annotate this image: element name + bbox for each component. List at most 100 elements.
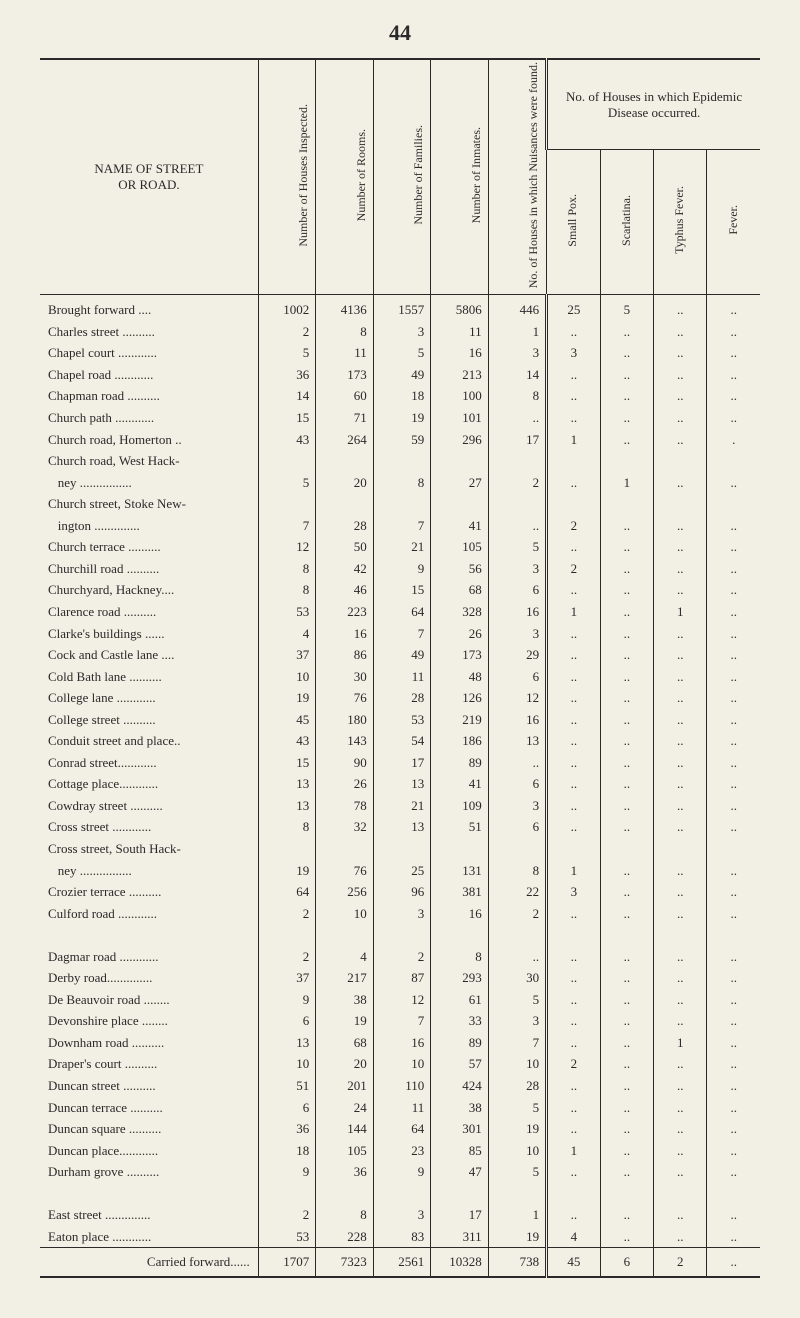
street-name-cell: Clarence road .......... xyxy=(40,601,258,623)
data-cell: 173 xyxy=(431,644,488,666)
totals-cell: 10328 xyxy=(431,1248,488,1278)
street-name-cell: Conduit street and place.. xyxy=(40,730,258,752)
data-cell: 10 xyxy=(258,1053,315,1075)
table-row: Churchyard, Hackney....84615686........ xyxy=(40,579,760,601)
data-cell: 105 xyxy=(316,1140,373,1162)
col-header-scarlatina: Scarlatina. xyxy=(600,150,653,295)
table-row: Conduit street and place..431435418613..… xyxy=(40,730,760,752)
table-row: Duncan street ..........5120111042428...… xyxy=(40,1075,760,1097)
data-cell: 14 xyxy=(258,385,315,407)
data-cell: .. xyxy=(547,1032,600,1054)
data-cell: .. xyxy=(600,558,653,580)
data-cell: .. xyxy=(707,1032,760,1054)
data-cell: .. xyxy=(654,881,707,903)
data-cell: .. xyxy=(707,795,760,817)
data-cell: 47 xyxy=(431,1161,488,1183)
data-cell xyxy=(600,838,653,860)
data-cell: 20 xyxy=(316,472,373,494)
data-cell: 54 xyxy=(373,730,430,752)
data-cell: 5 xyxy=(488,536,546,558)
table-row: Eaton place ............5322883311194...… xyxy=(40,1226,760,1248)
data-cell: .. xyxy=(547,967,600,989)
street-name-cell: Charles street .......... xyxy=(40,321,258,343)
data-cell: 13 xyxy=(373,773,430,795)
data-cell: 143 xyxy=(316,730,373,752)
data-cell: .. xyxy=(654,429,707,451)
data-cell: 8 xyxy=(258,558,315,580)
data-cell xyxy=(654,450,707,472)
col-header-families: Number of Families. xyxy=(373,59,430,295)
data-cell: 16 xyxy=(488,709,546,731)
data-cell: .. xyxy=(707,687,760,709)
data-cell: 24 xyxy=(316,1097,373,1119)
data-cell: 223 xyxy=(316,601,373,623)
data-cell: .. xyxy=(600,1032,653,1054)
data-cell: .. xyxy=(654,579,707,601)
data-cell: .. xyxy=(600,946,653,968)
data-cell: 5 xyxy=(373,342,430,364)
data-cell: .. xyxy=(707,967,760,989)
data-cell: .. xyxy=(547,903,600,925)
data-cell: .. xyxy=(654,1226,707,1248)
table-section-gap xyxy=(40,1183,760,1205)
data-cell: .. xyxy=(488,946,546,968)
data-cell: 49 xyxy=(373,644,430,666)
data-cell: .. xyxy=(600,881,653,903)
street-name-cell: College lane ............ xyxy=(40,687,258,709)
data-cell: 1 xyxy=(547,601,600,623)
data-cell: .. xyxy=(600,752,653,774)
data-cell: 16 xyxy=(431,342,488,364)
data-cell: 311 xyxy=(431,1226,488,1248)
street-name-cell: Duncan street .......... xyxy=(40,1075,258,1097)
data-cell: .. xyxy=(707,881,760,903)
data-cell: 4136 xyxy=(316,295,373,321)
street-name-cell: Cold Bath lane .......... xyxy=(40,666,258,688)
data-cell: 57 xyxy=(431,1053,488,1075)
street-name-cell: Culford road ............ xyxy=(40,903,258,925)
data-cell xyxy=(258,838,315,860)
data-cell: .. xyxy=(547,472,600,494)
data-cell: 8 xyxy=(258,816,315,838)
data-cell: 46 xyxy=(316,579,373,601)
data-cell: 43 xyxy=(258,429,315,451)
data-cell: 101 xyxy=(431,407,488,429)
col-header-rooms: Number of Rooms. xyxy=(316,59,373,295)
data-cell: .. xyxy=(547,1204,600,1226)
data-cell: 16 xyxy=(488,601,546,623)
data-cell: .. xyxy=(600,515,653,537)
street-name-cell: Church road, West Hack- xyxy=(40,450,258,472)
data-cell: 13 xyxy=(373,816,430,838)
data-cell: .. xyxy=(600,407,653,429)
data-cell xyxy=(707,450,760,472)
data-cell: 3 xyxy=(547,342,600,364)
table-row: Durham grove ..........9369475........ xyxy=(40,1161,760,1183)
data-cell: .. xyxy=(654,1118,707,1140)
data-cell: .. xyxy=(654,1053,707,1075)
data-cell xyxy=(316,838,373,860)
data-cell: 76 xyxy=(316,860,373,882)
data-cell: 219 xyxy=(431,709,488,731)
data-cell: 33 xyxy=(431,1010,488,1032)
table-totals-row: Carried forward......1707732325611032873… xyxy=(40,1248,760,1278)
col-header-smallpox: Small Pox. xyxy=(547,150,600,295)
data-cell: 51 xyxy=(258,1075,315,1097)
data-cell: .. xyxy=(547,773,600,795)
data-cell: .. xyxy=(654,407,707,429)
data-cell: 49 xyxy=(373,364,430,386)
data-cell: 11 xyxy=(316,342,373,364)
totals-cell: 738 xyxy=(488,1248,546,1278)
table-body: Brought forward ....10024136155758064462… xyxy=(40,295,760,1248)
street-name-cell: Duncan terrace .......... xyxy=(40,1097,258,1119)
data-cell: .. xyxy=(600,730,653,752)
data-cell: .. xyxy=(547,364,600,386)
data-cell: 29 xyxy=(488,644,546,666)
col-header-inmates: Number of Inmates. xyxy=(431,59,488,295)
data-cell: .. xyxy=(707,1075,760,1097)
data-cell: 10 xyxy=(373,1053,430,1075)
data-cell: 6 xyxy=(258,1097,315,1119)
street-name-cell: Church street, Stoke New- xyxy=(40,493,258,515)
table-row: Duncan place............181052385101....… xyxy=(40,1140,760,1162)
data-cell: 11 xyxy=(431,321,488,343)
data-cell: 6 xyxy=(488,773,546,795)
data-cell: 71 xyxy=(316,407,373,429)
